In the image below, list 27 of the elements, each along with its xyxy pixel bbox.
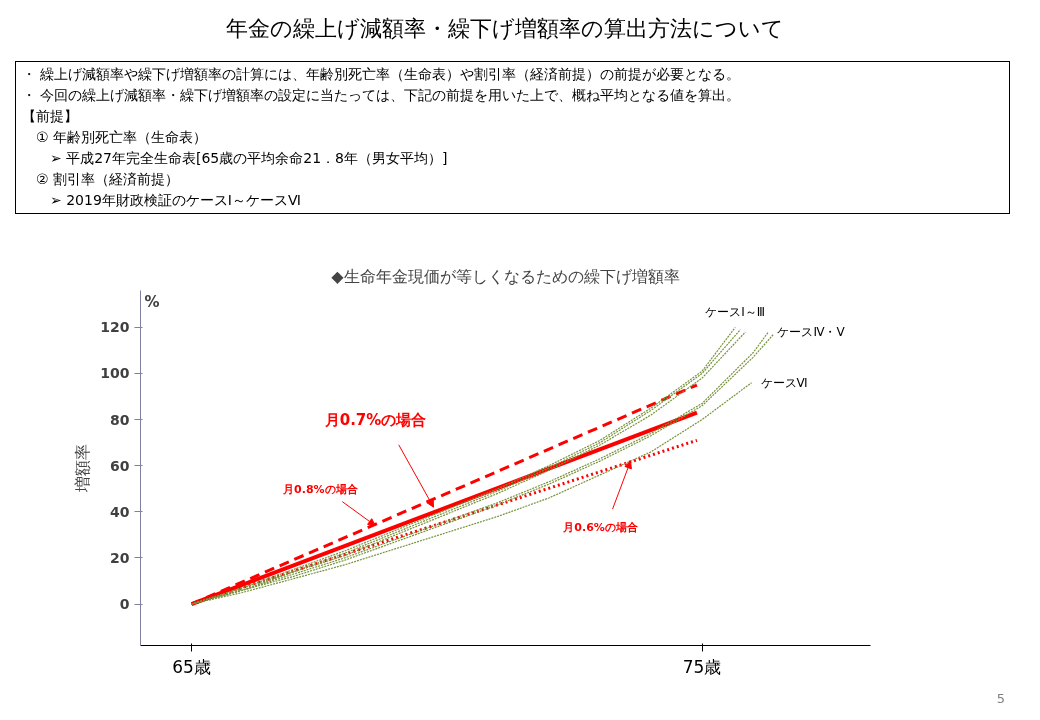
text: ・ 今回の繰上げ減額率・繰下げ増額率の設定に当たっては、下記の前提を用いた上で、概ね平均となる値を算出。 <box>22 86 742 105</box>
text: ➢ 平成27年完全生命表[65歳の平均余命21．8年（男女平均）] <box>49 149 449 168</box>
annotation: % <box>144 293 160 312</box>
y-tick-label: 60 <box>110 457 130 474</box>
x-tick-label: 75歳 <box>682 656 722 677</box>
annotation: 月0.7%の場合 <box>323 411 427 430</box>
chart-title: ◆生命年金現価が等しくなるための繰下げ増額率 <box>331 266 680 286</box>
y-tick-label: 0 <box>119 596 130 613</box>
y-tick-label: 40 <box>110 503 130 520</box>
annotation: 月0.6%の場合 <box>562 521 639 535</box>
y-tick-label: 120 <box>100 319 130 336</box>
y-axis-title: 増額率 <box>73 444 93 493</box>
text: 5 <box>995 690 1005 708</box>
series-label: ケースⅠ～Ⅲ <box>705 305 766 320</box>
y-tick-label: 80 <box>110 411 130 428</box>
text: ② 割引率（経済前提） <box>35 170 180 189</box>
series-label: ケースⅥ <box>760 375 808 390</box>
x-tick-label: 65歳 <box>172 656 211 677</box>
y-tick-label: 100 <box>100 365 130 382</box>
text: 【前提】 <box>22 107 79 126</box>
y-tick-label: 20 <box>110 549 130 566</box>
annotation: 月0.8%の場合 <box>282 482 359 496</box>
text: ・ 繰上げ減額率や繰下げ増額率の計算には、年齢別死亡率（生命表）や割引率（経済前提）の前提が必要となる。 <box>22 65 742 84</box>
text: ① 年齢別死亡率（生命表） <box>35 128 208 147</box>
text: ➢ 2019年財政検証のケースⅠ～ケースⅥ <box>49 191 302 210</box>
text: 年金の繰上げ減額率・繰下げ増額率の算出方法について <box>225 15 785 43</box>
series-label: ケースⅣ・Ⅴ <box>777 324 846 339</box>
